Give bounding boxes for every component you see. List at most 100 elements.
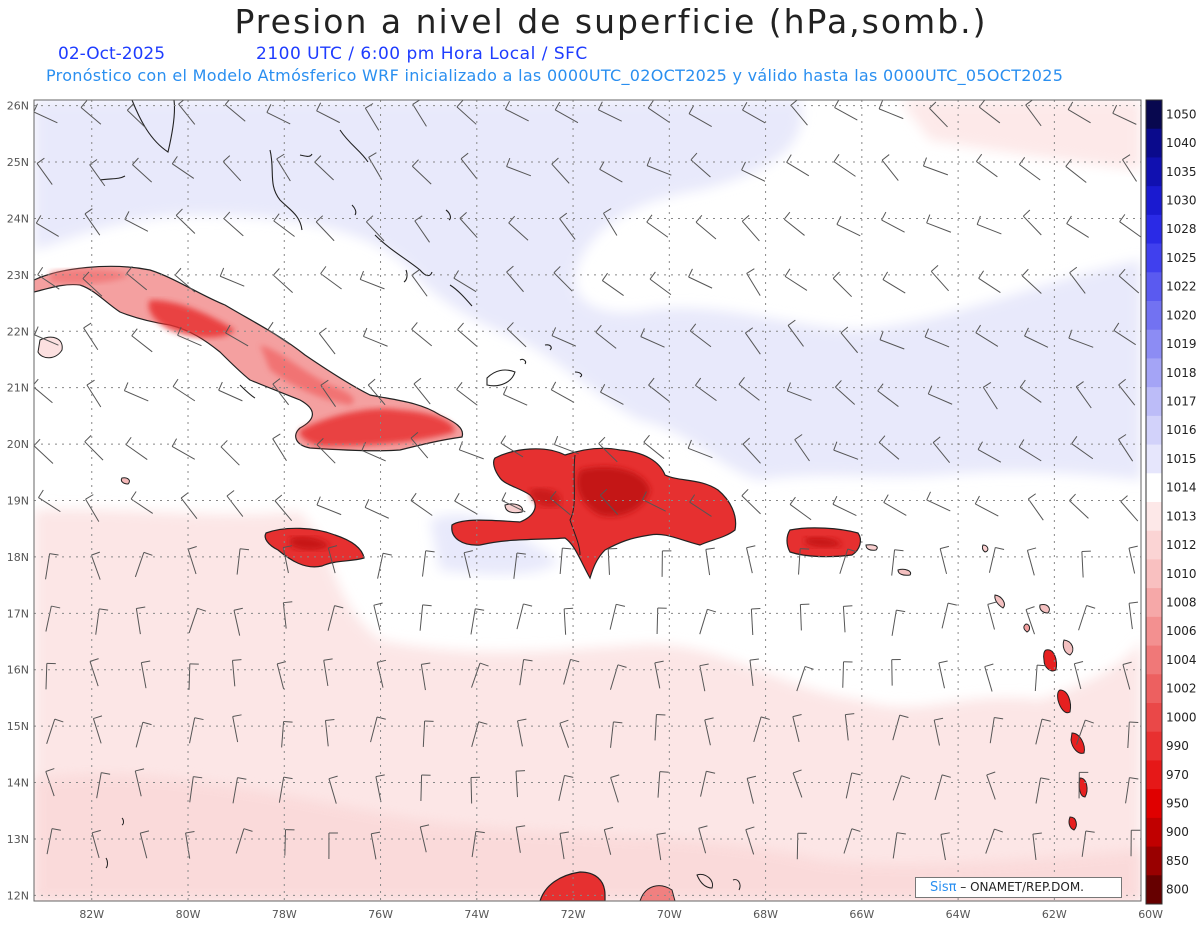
- colorbar-swatch: [1146, 502, 1162, 532]
- colorbar-label-1028: 1028: [1166, 222, 1197, 236]
- lon-label-70W: 70W: [657, 908, 682, 921]
- lon-label-78W: 78W: [272, 908, 297, 921]
- colorbar-label-1016: 1016: [1166, 423, 1197, 437]
- colorbar-swatch: [1146, 473, 1162, 503]
- map-grid: [34, 100, 1141, 901]
- lon-label-62W: 62W: [1042, 908, 1067, 921]
- colorbar-label-1002: 1002: [1166, 682, 1197, 696]
- colorbar-swatch: [1146, 616, 1162, 647]
- forecast-date: 02-Oct-2025: [58, 44, 166, 64]
- map-field: [34, 100, 1141, 901]
- forecast-time: 2100 UTC / 6:00 pm Hora Local / SFC: [256, 44, 588, 64]
- credit-box: Sisπ – ONAMET/REP.DOM.: [915, 877, 1122, 898]
- forecast-description: Pronóstico con el Modelo Atmósferico WRF…: [46, 66, 1064, 85]
- lat-label-26N: 26N: [7, 100, 29, 113]
- wind-barbs: [34, 100, 1141, 861]
- longitude-labels: 82W 80W 78W 76W 74W 72W 70W 68W 66W 64W 62W 60W: [79, 908, 1163, 921]
- colorbar-swatch: [1146, 731, 1162, 761]
- colorbar-swatch: [1146, 329, 1162, 359]
- lon-label-60W: 60W: [1138, 908, 1163, 921]
- colorbar-label-1018: 1018: [1166, 366, 1197, 380]
- colorbar-swatch: [1146, 387, 1162, 417]
- colorbar-label-1015: 1015: [1166, 452, 1197, 466]
- colorbar-swatch: [1146, 703, 1162, 733]
- lat-label-20N: 20N: [7, 438, 29, 451]
- colorbar-label-1013: 1013: [1166, 509, 1197, 523]
- lat-label-15N: 15N: [7, 720, 29, 733]
- colorbar-label-1020: 1020: [1166, 308, 1197, 322]
- lon-label-74W: 74W: [464, 908, 489, 921]
- colorbar-swatch: [1146, 530, 1162, 560]
- colorbar-label-1022: 1022: [1166, 280, 1197, 294]
- colorbar-label-800: 800: [1166, 883, 1189, 897]
- colorbar-swatch: [1146, 358, 1162, 388]
- colorbar-label-1050: 1050: [1166, 107, 1197, 121]
- colorbar-swatch: [1146, 817, 1162, 848]
- lat-label-14N: 14N: [7, 777, 29, 790]
- colorbar-swatch: [1146, 789, 1162, 819]
- lat-label-13N: 13N: [7, 833, 29, 846]
- colorbar-label-950: 950: [1166, 797, 1189, 811]
- colorbar-label-1006: 1006: [1166, 624, 1197, 638]
- latitude-labels: 26N 25N 24N 23N 22N 21N 20N 19N 18N 17N 16N 15N 14N 1…: [7, 100, 29, 903]
- colorbar-swatch: [1146, 186, 1162, 216]
- colorbar-swatch: [1146, 272, 1162, 302]
- colorbar-label-1035: 1035: [1166, 165, 1197, 179]
- lat-label-25N: 25N: [7, 156, 29, 169]
- colorbar-label-970: 970: [1166, 768, 1189, 782]
- lat-label-23N: 23N: [7, 269, 29, 282]
- colorbar-label-1017: 1017: [1166, 395, 1197, 409]
- colorbar-swatch: [1146, 243, 1162, 273]
- lon-label-64W: 64W: [946, 908, 971, 921]
- colorbar-swatch: [1146, 100, 1162, 130]
- lat-label-24N: 24N: [7, 212, 29, 225]
- lat-label-17N: 17N: [7, 607, 29, 620]
- lat-label-16N: 16N: [7, 664, 29, 677]
- colorbar-label-1000: 1000: [1166, 710, 1197, 724]
- south-america-coast: [539, 871, 606, 901]
- colorbar-label-850: 850: [1166, 854, 1189, 868]
- high-pressure-sea-region: [34, 100, 1141, 480]
- lon-label-82W: 82W: [79, 908, 104, 921]
- colorbar-label-900: 900: [1166, 825, 1189, 839]
- map-frame: [33, 99, 1142, 902]
- colorbar-label-990: 990: [1166, 739, 1189, 753]
- colorbar-label-1008: 1008: [1166, 596, 1197, 610]
- colorbar-label-1014: 1014: [1166, 481, 1197, 495]
- colorbar-label-1025: 1025: [1166, 251, 1197, 265]
- credit-text: – ONAMET/REP.DOM.: [956, 880, 1084, 894]
- lon-label-66W: 66W: [849, 908, 874, 921]
- lat-label-18N: 18N: [7, 551, 29, 564]
- lat-label-22N: 22N: [7, 325, 29, 338]
- colorbar-swatch: [1146, 645, 1162, 675]
- colorbar-swatch: [1146, 214, 1162, 245]
- bahamas-islands: [99, 100, 583, 399]
- colorbar-swatch: [1146, 128, 1162, 158]
- colorbar-label-1010: 1010: [1166, 567, 1197, 581]
- map-title: Presion a nivel de superficie (hPa,somb.…: [234, 2, 988, 41]
- colorbar-swatch: [1146, 588, 1162, 618]
- colorbar-swatch: [1146, 846, 1162, 876]
- colorbar-swatch: [1146, 157, 1162, 187]
- colorbar-swatch: [1146, 415, 1162, 446]
- lon-label-72W: 72W: [561, 908, 586, 921]
- lat-label-21N: 21N: [7, 382, 29, 395]
- colorbar-swatch: [1146, 674, 1162, 704]
- lon-label-68W: 68W: [753, 908, 778, 921]
- lat-label-12N: 12N: [7, 889, 29, 902]
- colorbar-swatch: [1146, 559, 1162, 589]
- lat-label-19N: 19N: [7, 495, 29, 508]
- colorbar-label-1040: 1040: [1166, 136, 1197, 150]
- colorbar-label-1012: 1012: [1166, 538, 1197, 552]
- colorbar-label-1030: 1030: [1166, 194, 1197, 208]
- sispi-brand: Sisπ: [930, 880, 957, 895]
- lon-label-80W: 80W: [176, 908, 201, 921]
- hispaniola-island: [451, 447, 737, 580]
- colorbar-swatch: [1146, 444, 1162, 474]
- colorbar-label-1019: 1019: [1166, 337, 1197, 351]
- colorbar-label-1004: 1004: [1166, 653, 1197, 667]
- colorbar: 1050 1040 1035 1030 1028 1025 1022 1020 1019 1018…: [1145, 99, 1197, 905]
- colorbar-swatch: [1146, 875, 1162, 905]
- lon-label-76W: 76W: [368, 908, 393, 921]
